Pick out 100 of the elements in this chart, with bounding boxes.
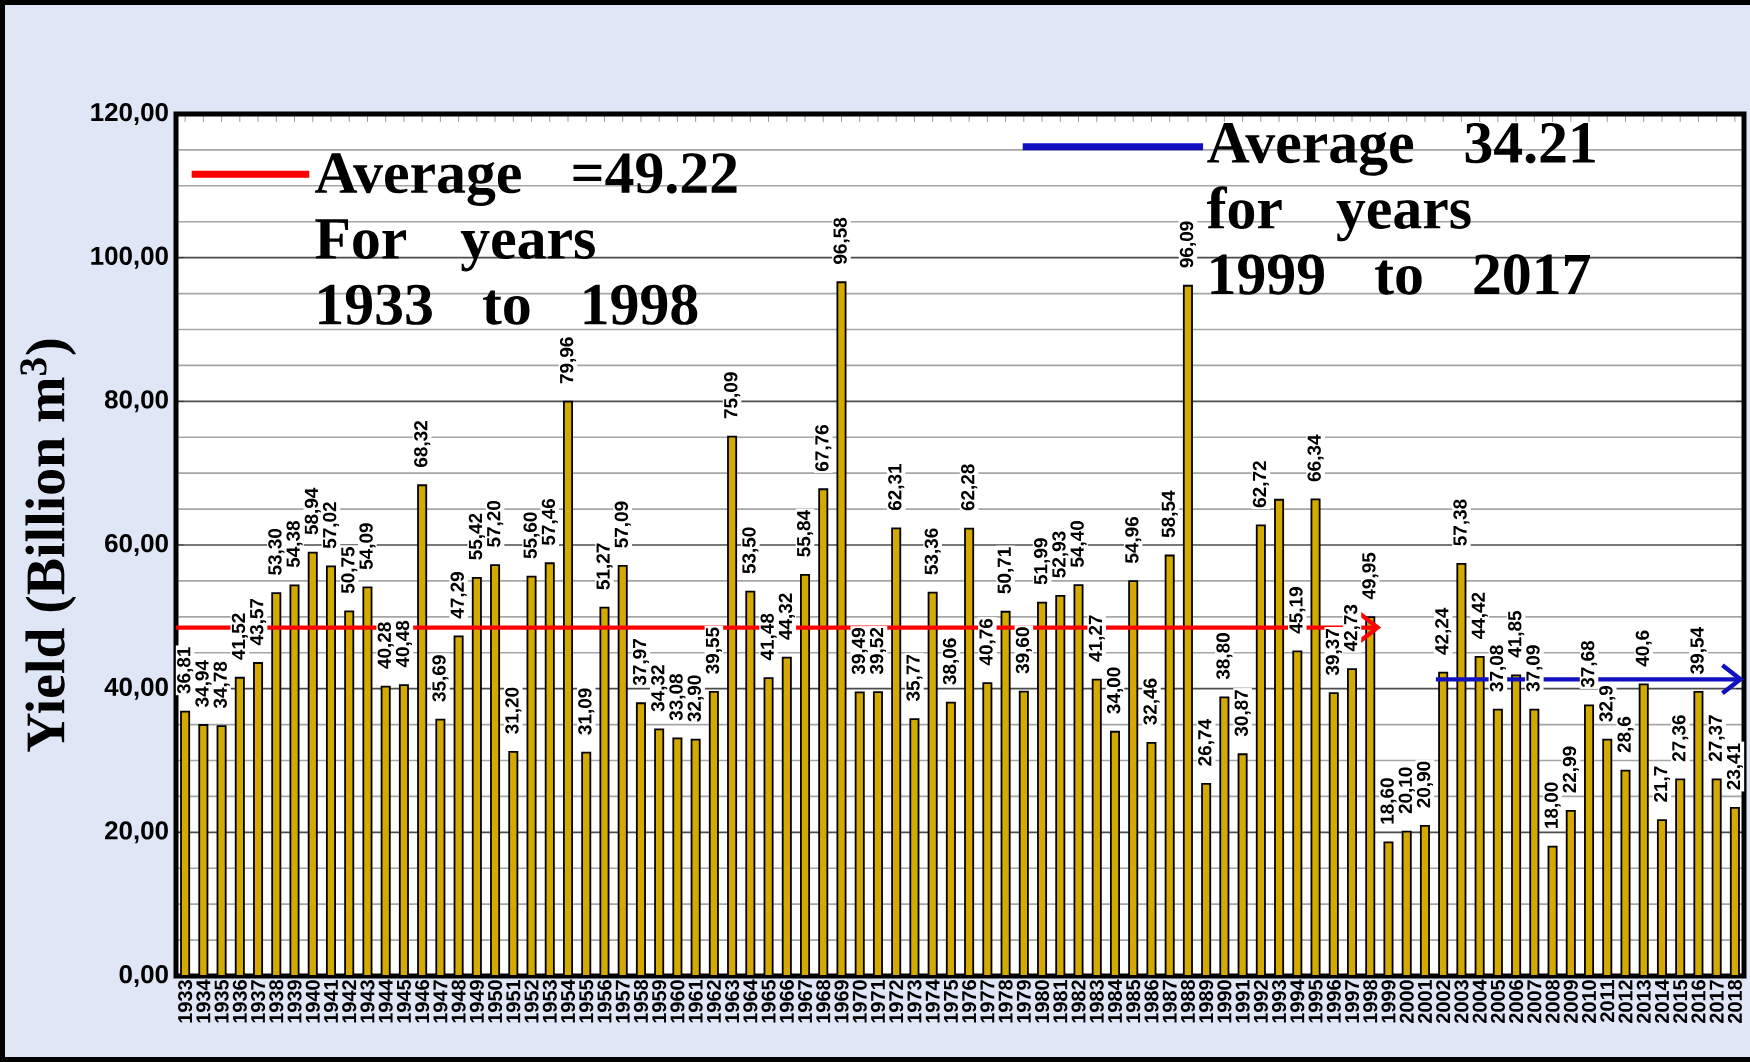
data-label: 37,09 xyxy=(1526,645,1543,692)
x-tick-label: 1939 xyxy=(287,980,302,1023)
x-tick-label: 1989 xyxy=(1199,980,1214,1023)
data-label: 50,71 xyxy=(997,547,1014,594)
x-tick-label: 1980 xyxy=(1035,980,1050,1023)
data-label: 42,24 xyxy=(1435,607,1452,655)
data-label: 18,60 xyxy=(1380,778,1397,824)
x-tick-label: 2011 xyxy=(1600,979,1615,1022)
data-label: 27,36 xyxy=(1672,715,1689,762)
x-tick-label: 2005 xyxy=(1490,979,1505,1024)
x-tick-label: 2017 xyxy=(1709,980,1724,1024)
data-label: 22,99 xyxy=(1562,746,1579,793)
data-label: 57,38 xyxy=(1453,499,1470,546)
x-tick-label: 1977 xyxy=(980,980,995,1023)
x-tick-label: 1947 xyxy=(433,980,448,1023)
x-tick-label: 1984 xyxy=(1107,979,1123,1023)
data-label: 53,30 xyxy=(268,528,285,575)
data-label: 49,95 xyxy=(1362,552,1379,600)
x-tick-label: 1969 xyxy=(834,980,849,1023)
data-label: 57,46 xyxy=(541,498,558,546)
data-label: 55,84 xyxy=(796,510,814,557)
x-tick-label: 1982 xyxy=(1071,980,1086,1023)
x-tick-label: 2000 xyxy=(1399,980,1414,1024)
data-label: 66,34 xyxy=(1307,434,1324,482)
data-label: 38,80 xyxy=(1216,633,1233,680)
x-tick-label: 1959 xyxy=(652,980,667,1023)
data-label: 41,85 xyxy=(1508,610,1525,658)
data-label: 43,57 xyxy=(249,598,267,646)
x-tick-label: 1993 xyxy=(1272,980,1287,1023)
x-tick-label: 2006 xyxy=(1509,980,1524,1024)
data-label: 50,75 xyxy=(341,547,358,594)
data-label: 39,37 xyxy=(1325,629,1342,676)
x-tick-label: 1961 xyxy=(688,979,703,1023)
data-label: 39,52 xyxy=(869,627,887,675)
data-label: 45,19 xyxy=(1289,587,1306,634)
data-label: 28,6 xyxy=(1617,716,1634,753)
data-label: 32,90 xyxy=(687,675,704,722)
data-label: 54,96 xyxy=(1125,516,1142,564)
data-label: 44,42 xyxy=(1471,592,1488,640)
x-tick-label: 1950 xyxy=(488,980,503,1023)
data-label: 62,72 xyxy=(1252,461,1269,508)
data-label: 39,54 xyxy=(1690,627,1707,674)
data-label: 26,74 xyxy=(1198,719,1215,766)
data-label: 41,48 xyxy=(760,613,777,661)
x-tick-label: 1948 xyxy=(451,980,466,1023)
x-tick-label: 1972 xyxy=(889,980,904,1023)
x-tick-label: 1949 xyxy=(469,980,484,1023)
data-label: 57,09 xyxy=(614,501,631,548)
data-label: 62,31 xyxy=(888,463,905,511)
y-tick-label: 120,00 xyxy=(91,102,168,126)
x-tick-label: 2003 xyxy=(1454,980,1469,1024)
data-label: 21,7 xyxy=(1653,766,1671,802)
x-tick-label: 2008 xyxy=(1545,980,1560,1024)
x-tick-label: 1960 xyxy=(670,980,685,1023)
x-tick-label: 1979 xyxy=(1016,980,1031,1023)
data-label: 31,20 xyxy=(505,687,522,734)
data-label: 67,76 xyxy=(815,424,832,471)
x-tick-label: 2009 xyxy=(1563,980,1578,1024)
x-tick-label: 1985 xyxy=(1126,979,1141,1023)
data-label: 54,38 xyxy=(286,520,303,568)
x-tick-label: 1990 xyxy=(1217,980,1232,1023)
y-tick-label: 80,00 xyxy=(104,390,168,413)
x-tick-label: 2002 xyxy=(1436,980,1451,1024)
y-tick-label: 100,00 xyxy=(91,246,168,269)
data-label: 40,76 xyxy=(979,618,996,666)
x-tick-label: 1938 xyxy=(269,980,284,1023)
x-tick-label: 2016 xyxy=(1691,980,1706,1024)
x-tick-label: 1992 xyxy=(1253,980,1268,1023)
x-tick-label: 2004 xyxy=(1472,979,1487,1024)
x-tick-label: 2018 xyxy=(1727,980,1742,1024)
x-tick-label: 1941 xyxy=(323,979,339,1023)
y-tick-label: 20,00 xyxy=(105,821,168,844)
x-tick-label: 1963 xyxy=(725,980,740,1023)
data-label: 79,96 xyxy=(559,337,577,384)
x-tick-label: 2015 xyxy=(1673,979,1688,1024)
x-tick-label: 1991 xyxy=(1235,979,1250,1023)
data-label: 34,32 xyxy=(651,665,668,712)
data-label: 39,60 xyxy=(1015,627,1032,674)
x-tick-label: 1997 xyxy=(1344,980,1360,1023)
data-label: 57,20 xyxy=(487,500,504,547)
x-tick-label: 1956 xyxy=(597,980,612,1023)
data-label: 32,9 xyxy=(1599,685,1616,722)
data-label: 40,28 xyxy=(377,622,394,669)
data-label: 34,78 xyxy=(213,661,230,709)
x-tick-label: 1946 xyxy=(415,980,430,1023)
data-label: 58,54 xyxy=(1161,490,1178,538)
data-label: 38,06 xyxy=(942,638,959,685)
data-label: 31,09 xyxy=(578,688,595,735)
data-label: 96,09 xyxy=(1179,221,1196,268)
data-label: 75,09 xyxy=(724,372,741,419)
x-tick-label: 1942 xyxy=(342,980,357,1023)
x-tick-label: 1978 xyxy=(998,980,1013,1023)
data-label: 20,10 xyxy=(1398,767,1415,814)
x-tick-label: 1995 xyxy=(1308,979,1323,1023)
x-tick-label: 1936 xyxy=(232,980,247,1023)
x-tick-label: 1999 xyxy=(1381,980,1396,1023)
x-tick-label: 2012 xyxy=(1618,980,1633,1024)
data-label: 32,46 xyxy=(1143,678,1160,725)
x-tick-label: 1955 xyxy=(579,979,594,1023)
x-tick-label: 2007 xyxy=(1527,980,1542,1024)
